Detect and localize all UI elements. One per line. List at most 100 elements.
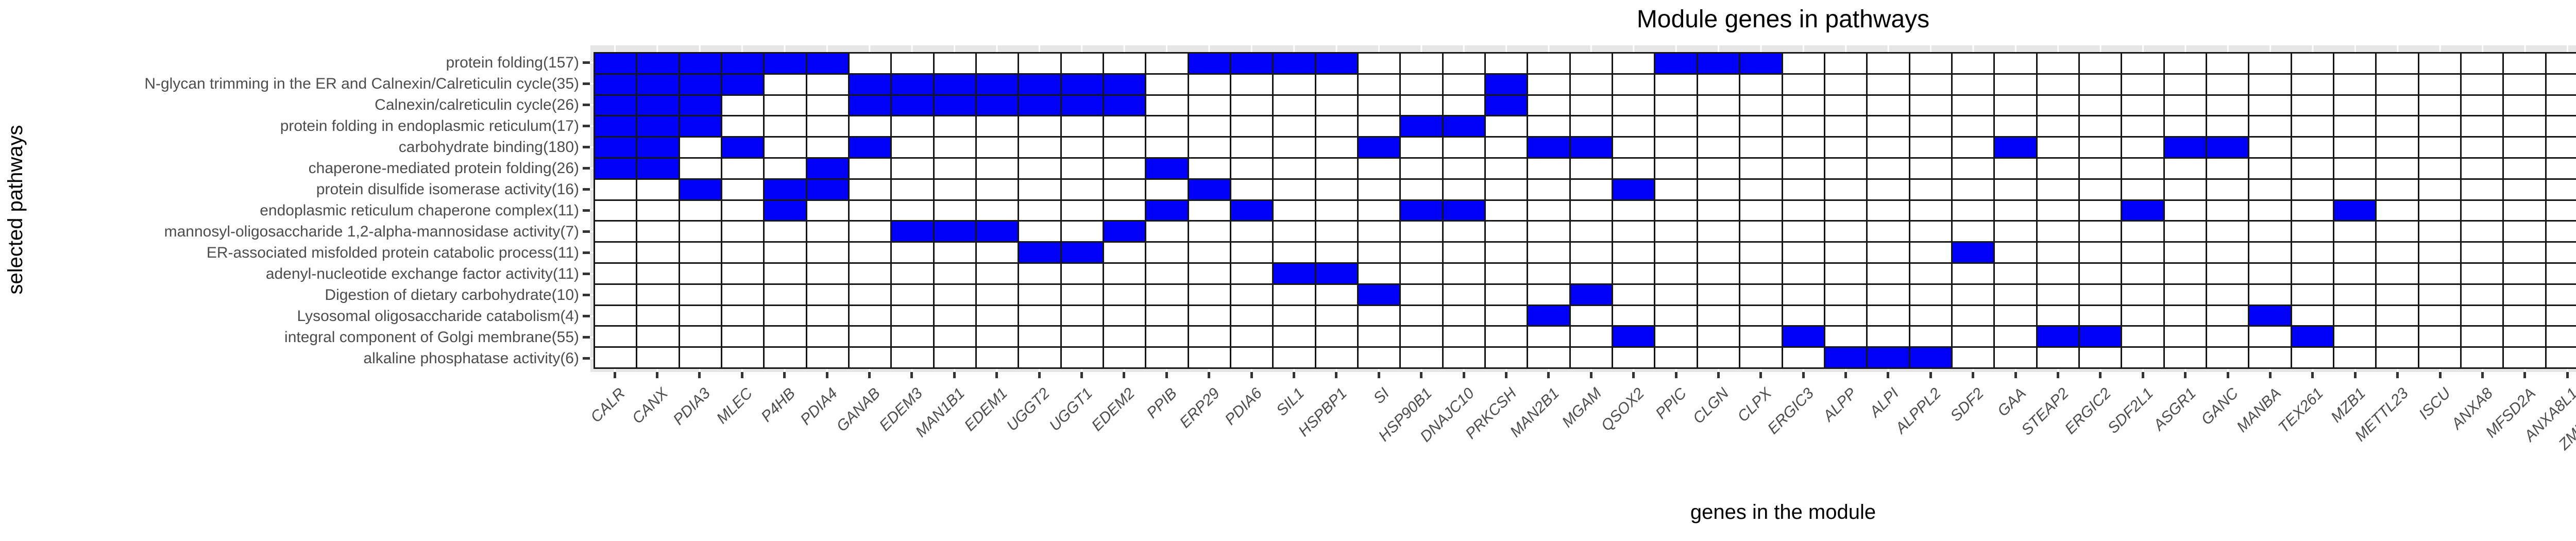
heatmap-cell [1740,179,1782,199]
heatmap-cell [850,243,891,262]
x-tick [825,372,828,378]
heatmap-cell [1019,306,1060,326]
heatmap-cell [1655,138,1697,157]
heatmap-cell [765,263,806,283]
heatmap-cell [2419,138,2460,157]
heatmap-cell [1952,284,1994,305]
heatmap-cell [2377,54,2418,73]
heatmap-cell [1740,327,1782,347]
y-tick-label: protein disulfide isomerase activity(16) [316,180,579,198]
heatmap-cell [1401,179,1442,199]
heatmap-cell [2164,243,2206,262]
heatmap-cell [1910,74,1951,94]
heatmap-cell [2037,138,2078,157]
x-tick [2353,372,2357,378]
heatmap-cell [892,222,933,242]
heatmap-cell [1868,116,1909,137]
heatmap-cell [934,327,976,347]
heatmap-cell [2164,179,2206,199]
heatmap-cell [1061,284,1103,305]
heatmap-cell [2037,200,2078,221]
heatmap-cell [807,179,849,199]
heatmap-cell [2122,327,2163,347]
heatmap-cell [765,74,806,94]
heatmap-cell [765,179,806,199]
x-axis-title: genes in the module [1690,501,1876,523]
heatmap-cell [1316,200,1358,221]
x-tick [868,372,871,378]
heatmap-cell [892,138,933,157]
heatmap-cell [637,243,679,262]
heatmap-cell [2207,348,2248,367]
heatmap-cell [2207,95,2248,115]
heatmap-cell [1146,263,1188,283]
heatmap-cell [2419,243,2460,262]
heatmap-cell [2122,74,2163,94]
heatmap-cell [1570,95,1612,115]
heatmap-cell [1359,116,1400,137]
heatmap-cell [2079,200,2121,221]
heatmap-cell [595,74,636,94]
heatmap-cell [1783,158,1824,178]
heatmap-cell [1613,138,1654,157]
heatmap-cell [2249,95,2291,115]
heatmap-cell [1740,200,1782,221]
heatmap-cell [1019,263,1060,283]
heatmap-cell [1613,179,1654,199]
heatmap-cell [1655,200,1697,221]
heatmap-cell [1486,116,1527,137]
heatmap-cell [2079,95,2121,115]
heatmap-cell [1570,200,1612,221]
x-tick [1377,372,1380,378]
heatmap-cell [2504,222,2545,242]
heatmap-cell [1146,158,1188,178]
heatmap-cell [1189,95,1230,115]
heatmap-cell [2377,284,2418,305]
heatmap-cell [2207,306,2248,326]
x-tick [1844,372,1848,378]
heatmap-cell [1995,284,2036,305]
heatmap-cell [1740,243,1782,262]
heatmap-cell [2037,179,2078,199]
heatmap-cell [1613,158,1654,178]
heatmap-cell [2037,348,2078,367]
heatmap-cell [1231,200,1273,221]
heatmap-cell [2504,306,2545,326]
heatmap-cell [1952,327,1994,347]
heatmap-cell [2292,327,2333,347]
heatmap-cell [1570,348,1612,367]
heatmap-cell [1655,222,1697,242]
heatmap-cell [2079,243,2121,262]
heatmap-cell [1825,54,1867,73]
heatmap-cell [2504,200,2545,221]
heatmap-cell [1698,95,1739,115]
heatmap-cell [2419,327,2460,347]
heatmap-cell [595,327,636,347]
heatmap-cell [1698,138,1739,157]
heatmap-cell [1189,116,1230,137]
heatmap-cell [765,327,806,347]
heatmap-cell [2249,200,2291,221]
heatmap-cell [680,200,721,221]
heatmap-cell [934,222,976,242]
heatmap-cell [1146,243,1188,262]
heatmap-cell [977,284,1018,305]
heatmap-cell [1486,179,1527,199]
heatmap-cell [595,138,636,157]
heatmap-cell [1783,306,1824,326]
heatmap-cell [934,284,976,305]
heatmap-cell [1316,348,1358,367]
heatmap-cell [807,200,849,221]
plot-title: Module genes in pathways [1636,6,1930,33]
heatmap-cell [2292,158,2333,178]
heatmap-cell [637,200,679,221]
heatmap-cell [1486,284,1527,305]
x-tick [1887,372,1890,378]
heatmap-cell [1868,327,1909,347]
heatmap-cell [1486,306,1527,326]
heatmap-cell [722,54,764,73]
heatmap-cell [1613,243,1654,262]
heatmap-cell [1104,74,1145,94]
heatmap-cell [1995,263,2036,283]
heatmap-cell [1316,222,1358,242]
